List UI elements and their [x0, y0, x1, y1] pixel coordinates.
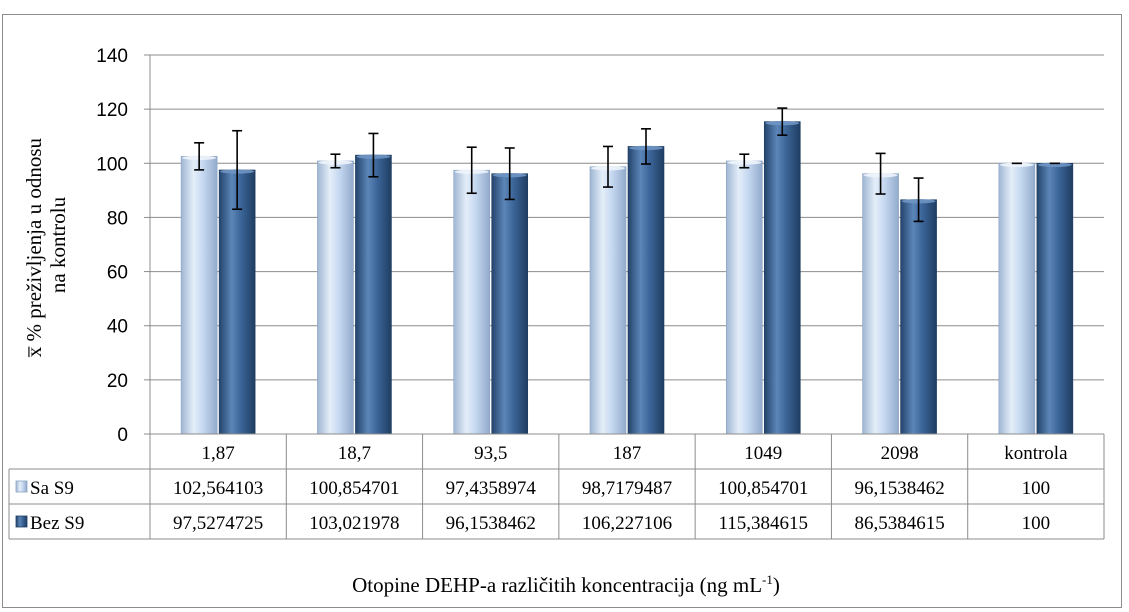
- y-tick-label: 120: [96, 100, 128, 121]
- bar: [627, 146, 665, 435]
- category-label: 1049: [744, 443, 782, 464]
- y-axis-label-line2: na kontrolu: [46, 196, 70, 293]
- bar: [589, 166, 627, 435]
- y-tick-label: 100: [96, 154, 128, 175]
- error-bar: [875, 152, 886, 195]
- legend-series-name: Sa S9: [30, 478, 74, 499]
- table-value: 100: [1022, 513, 1051, 534]
- y-tick-label: 80: [107, 208, 128, 229]
- x-axis-label: Otopine DEHP-a različitih koncentracija …: [352, 572, 780, 597]
- data-table: 1,87 18,7 93,5 187 1049 2098 kontrola Sa S9 102,…: [8, 433, 1105, 540]
- table-value: 100,854701: [309, 478, 399, 499]
- bar: [1036, 162, 1074, 435]
- y-axis-label: x̅ % preživljenja u odnosu na kontrolu: [22, 133, 70, 358]
- bar: [491, 173, 529, 435]
- table-value: 115,384615: [719, 513, 809, 534]
- y-tick-label: 60: [107, 263, 128, 284]
- error-bar: [194, 142, 205, 171]
- bar: [355, 154, 392, 435]
- bars: [180, 120, 1074, 435]
- category-label: 2098: [881, 443, 919, 464]
- table-value: 86,5384615: [854, 513, 944, 534]
- table-value: 97,4358974: [446, 478, 537, 499]
- legend-swatch: [15, 515, 28, 528]
- error-bar: [232, 129, 243, 211]
- bar: [218, 169, 256, 435]
- error-bar: [504, 147, 515, 201]
- legend-swatch: [15, 480, 28, 493]
- table-value: 96,1538462: [854, 478, 944, 499]
- bar: [900, 199, 937, 435]
- table-value: 97,5274725: [173, 513, 263, 534]
- category-label: 93,5: [474, 443, 507, 464]
- error-bar: [330, 153, 341, 169]
- legend-series-name: Bez S9: [30, 513, 84, 534]
- error-bars: [194, 107, 1060, 223]
- bar: [725, 160, 763, 435]
- error-bar: [641, 128, 651, 165]
- category-label: 187: [613, 443, 642, 464]
- error-bar: [739, 153, 750, 169]
- table-value: 98,7179487: [582, 478, 672, 499]
- y-axis: 0 20 40 60 80 100 120 140: [96, 46, 151, 446]
- table-value: 103,021978: [309, 513, 399, 534]
- table-value: 102,564103: [173, 478, 263, 499]
- table-value: 100,854701: [718, 478, 808, 499]
- error-bar: [603, 145, 613, 188]
- y-axis-label-line1: x̅ % preživljenja u odnosu: [22, 137, 46, 357]
- error-bar: [466, 146, 477, 195]
- gridlines: [150, 54, 1104, 435]
- error-bar: [777, 107, 788, 136]
- bar-top-highlight: [999, 162, 1034, 167]
- category-label: 1,87: [202, 443, 235, 464]
- bar: [453, 169, 491, 435]
- bar: [763, 121, 801, 435]
- table-value: 106,227106: [582, 513, 672, 534]
- bar-top-highlight: [1037, 162, 1072, 167]
- table-value: 100: [1022, 478, 1051, 499]
- y-tick-label: 140: [96, 46, 128, 67]
- bar: [317, 160, 354, 435]
- bar: [180, 156, 218, 435]
- y-tick-label: 40: [107, 317, 128, 338]
- y-tick-label: 20: [107, 371, 128, 392]
- bar: [862, 173, 899, 435]
- table-value: 96,1538462: [446, 513, 536, 534]
- category-label: kontrola: [1004, 443, 1068, 464]
- bar: [998, 162, 1036, 435]
- error-bar: [368, 132, 379, 178]
- category-label: 18,7: [338, 443, 371, 464]
- error-bar: [913, 177, 924, 223]
- y-tick-label: 0: [117, 425, 128, 446]
